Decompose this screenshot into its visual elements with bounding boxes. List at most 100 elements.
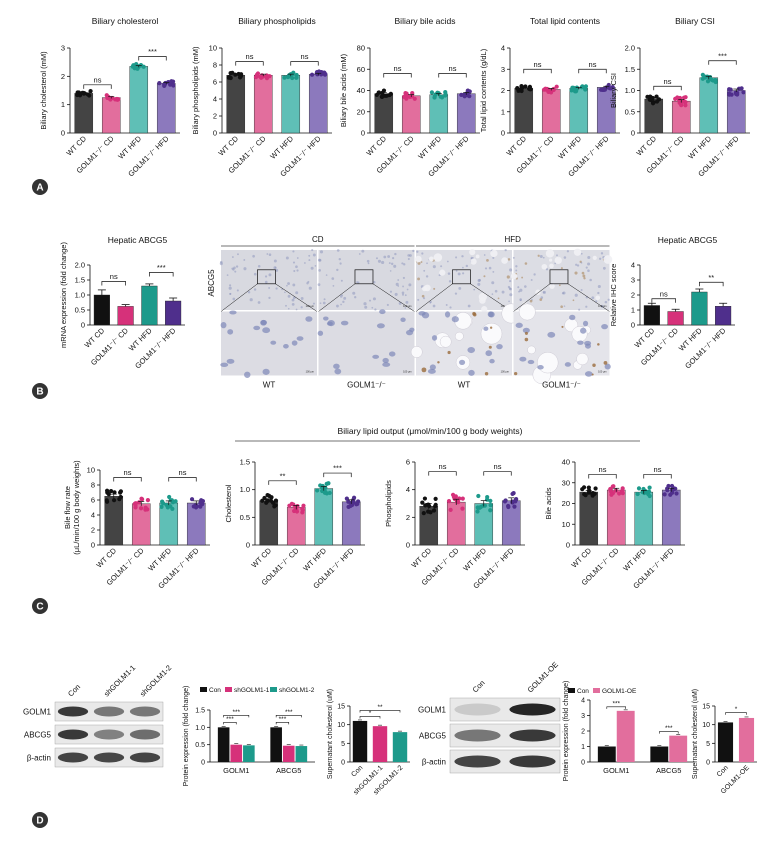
y-tick-label: 2 [581,729,585,736]
nucleus [268,273,272,277]
nucleus [433,287,436,290]
x-tick-label: WT CD [65,134,89,158]
data-point [112,490,117,495]
y-tick-label: 2 [501,86,505,95]
nucleus [257,301,261,304]
nucleus [417,261,421,265]
column-label: WT [263,381,276,390]
y-tick-label: 0 [61,129,65,138]
significance-bracket [101,281,126,286]
panel-letter: A [36,183,43,194]
blot-band [93,706,125,717]
western-blot-left: GOLM1 ABCG5 β-actin Con shGOLM1-1 shGOLM1-2 [23,663,173,768]
nucleus [231,267,234,270]
nucleus [487,311,494,318]
blot-lane-label: Con [66,682,82,698]
nucleus [264,275,268,278]
nucleus [253,325,261,331]
chart-title: Biliary CSI [675,16,715,26]
nucleus [539,298,543,302]
nucleus [537,254,540,257]
x-tick-label: WT HFD [116,134,143,161]
y-tick-label: 1 [61,100,65,109]
data-point [713,77,718,83]
nucleus [484,267,488,270]
data-point [439,95,445,100]
y-tick-label: 4 [501,44,505,53]
ihc-image-grid: CD HFD ABCG5 100 μm 100 μm WT 100 μm 100 μm GOLM… [207,235,613,390]
y-tick-label: 2 [61,72,65,81]
significance-label: ns [449,64,457,73]
nucleus [404,294,407,297]
data-point [145,498,151,503]
data-point [171,83,176,88]
nucleus [295,265,298,269]
y-tick-label: 4 [581,698,585,705]
group-label-hfd: HFD [505,235,522,244]
data-point [670,490,675,495]
data-point [666,483,671,489]
stain-dot [489,326,493,329]
nucleus [285,256,289,260]
data-point [170,506,175,511]
data-point [579,85,584,90]
nucleus [560,267,563,270]
nucleus [308,254,311,257]
bar [401,95,421,134]
bar [101,97,121,134]
bar [282,745,295,762]
nucleus [563,256,567,259]
y-tick-label: 1.0 [625,86,635,95]
significance-label: *** [718,51,727,60]
nucleus [423,269,426,272]
x-tick-label: Con [350,764,364,778]
blot-lane-label: Con [471,678,487,694]
lipid-droplet [527,345,536,355]
nucleus [268,296,271,300]
chart-a5: 0 0.5 1.0 1.5 2.0 Biliary CSI Biliary CSI WT CD… [609,16,750,178]
chart-title: Hepatic ABCG5 [108,235,168,245]
y-tick-label: 80 [357,44,365,53]
y-tick-label: 0.5 [195,742,205,749]
data-point [512,504,517,509]
bar [501,500,521,546]
data-point [450,492,456,497]
nucleus [444,311,451,318]
data-point [700,72,705,77]
significance-bracket [83,84,112,89]
nucleus [249,298,253,302]
y-tick-label: 1.0 [195,725,205,732]
vacuole [439,269,446,276]
bar [74,93,94,134]
y-tick-label: 1.5 [75,276,85,285]
y-tick-label: 8 [213,61,217,70]
x-tick-label: Con [716,764,730,778]
bar [243,745,255,762]
data-point [272,504,277,509]
vacuole [424,284,431,292]
lipid-droplet [518,303,536,321]
data-point [611,484,616,489]
data-point [514,497,519,502]
data-point [133,505,138,510]
blot-row-label: GOLM1 [23,708,52,717]
y-tick-label: 3 [501,65,505,74]
y-tick-label: 0 [246,541,250,550]
panel-letter: D [36,816,43,827]
low-mag-image [221,250,317,310]
nucleus [599,257,602,260]
nucleus [483,275,486,278]
significance-bracket [483,471,512,476]
y-tick-label: 6 [213,78,217,87]
significance-bracket [438,73,467,78]
data-point [574,88,579,93]
data-point [380,90,385,96]
data-point [648,97,653,102]
nucleus [295,308,298,311]
data-point [705,79,711,84]
bar [579,491,599,546]
nucleus [340,303,342,306]
nucleus [515,269,518,272]
nucleus [382,357,389,364]
